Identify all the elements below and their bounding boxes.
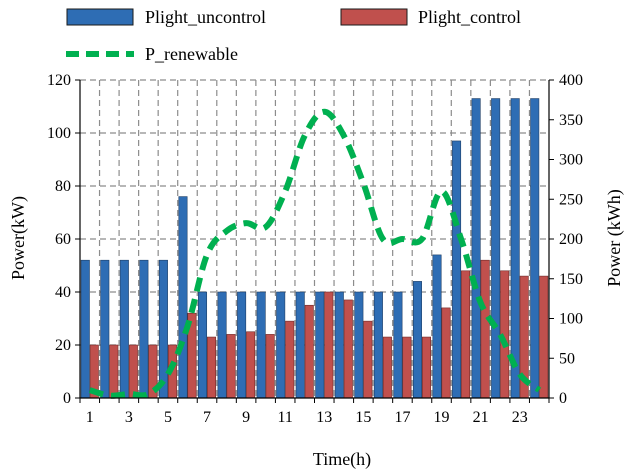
- bar-control: [382, 336, 392, 399]
- legend-swatch-uncontrol: [66, 8, 134, 26]
- right-tick-label: 100: [559, 311, 583, 328]
- legend-label-renewable: P_renewable: [145, 44, 238, 64]
- bars: [80, 98, 549, 399]
- bar-control: [246, 331, 256, 399]
- bar-control: [402, 336, 412, 399]
- left-tick-label: 80: [55, 178, 71, 195]
- axes: [75, 79, 554, 403]
- left-axis-title: Power(kW): [8, 196, 29, 280]
- right-tick-label: 50: [559, 350, 575, 367]
- grid: [80, 79, 549, 398]
- bar-uncontrol: [471, 98, 481, 399]
- bar-control: [207, 336, 217, 399]
- legend-label-uncontrol: Plight_uncontrol: [145, 7, 266, 27]
- left-tick-label: 40: [55, 284, 71, 301]
- right-tick-label: 200: [559, 231, 583, 248]
- right-axis-title: Power (kWh): [604, 189, 625, 286]
- bar-control: [324, 291, 334, 399]
- bar-control: [343, 299, 353, 399]
- bar-uncontrol: [100, 259, 110, 399]
- bar-uncontrol: [432, 254, 442, 399]
- x-tick-label: 11: [277, 409, 292, 426]
- left-tick-label: 20: [55, 337, 71, 354]
- x-tick-label: 5: [164, 409, 172, 426]
- bar-uncontrol: [491, 98, 501, 399]
- x-tick-label: 9: [242, 409, 250, 426]
- bar-uncontrol: [158, 259, 168, 399]
- bar-control: [539, 275, 549, 399]
- bar-uncontrol: [354, 291, 364, 399]
- x-tick-label: 23: [512, 409, 528, 426]
- bar-control: [109, 344, 119, 399]
- bar-uncontrol: [256, 291, 266, 399]
- left-tick-label: 60: [55, 231, 71, 248]
- legend: Plight_uncontrol Plight_control P_renewa…: [66, 7, 521, 64]
- bar-uncontrol: [393, 291, 403, 399]
- tick-labels: 0 20 40 60 80 100 120 0 50 100 150 200 250 300 350 400 1…: [47, 72, 583, 426]
- bar-control: [265, 334, 275, 399]
- bar-control: [441, 307, 451, 399]
- right-tick-label: 0: [559, 390, 567, 407]
- x-tick-label: 13: [316, 409, 332, 426]
- left-tick-label: 100: [47, 125, 71, 142]
- x-tick-label: 1: [86, 409, 94, 426]
- x-tick-label: 7: [203, 409, 211, 426]
- bar-uncontrol: [276, 291, 286, 399]
- bar-uncontrol: [217, 291, 227, 399]
- x-tick-label: 19: [434, 409, 450, 426]
- right-tick-label: 250: [559, 191, 583, 208]
- bar-uncontrol: [412, 281, 422, 399]
- bar-control: [363, 320, 373, 399]
- bar-uncontrol: [452, 140, 462, 399]
- left-tick-label: 120: [47, 72, 71, 89]
- bar-uncontrol: [315, 291, 325, 399]
- bar-uncontrol: [530, 98, 540, 399]
- bar-uncontrol: [198, 291, 208, 399]
- bar-uncontrol: [178, 196, 188, 399]
- bar-control: [421, 336, 431, 399]
- legend-swatch-control: [340, 8, 408, 26]
- bar-uncontrol: [237, 291, 247, 399]
- bar-uncontrol: [295, 291, 305, 399]
- right-tick-label: 150: [559, 271, 583, 288]
- bar-control: [461, 270, 471, 399]
- x-tick-label: 21: [473, 409, 489, 426]
- x-tick-label: 17: [394, 409, 410, 426]
- right-tick-label: 400: [559, 72, 583, 89]
- bar-control: [226, 334, 236, 399]
- bar-control: [285, 320, 295, 399]
- bar-control: [480, 259, 490, 399]
- bar-uncontrol: [334, 291, 344, 399]
- bar-uncontrol: [80, 259, 90, 399]
- renewable-line: [88, 108, 542, 399]
- right-tick-label: 300: [559, 152, 583, 169]
- x-tick-label: 3: [125, 409, 133, 426]
- bar-uncontrol: [373, 291, 383, 399]
- bar-control: [304, 304, 314, 399]
- legend-label-control: Plight_control: [418, 7, 521, 27]
- bar-control: [128, 344, 138, 399]
- line-renewable: [88, 108, 542, 399]
- x-tick-label: 15: [355, 409, 371, 426]
- bar-uncontrol: [139, 259, 149, 399]
- x-axis-title: Time(h): [313, 449, 371, 470]
- bar-uncontrol: [119, 259, 129, 399]
- bar-uncontrol: [510, 98, 520, 399]
- left-tick-label: 0: [63, 390, 71, 407]
- right-tick-label: 350: [559, 112, 583, 129]
